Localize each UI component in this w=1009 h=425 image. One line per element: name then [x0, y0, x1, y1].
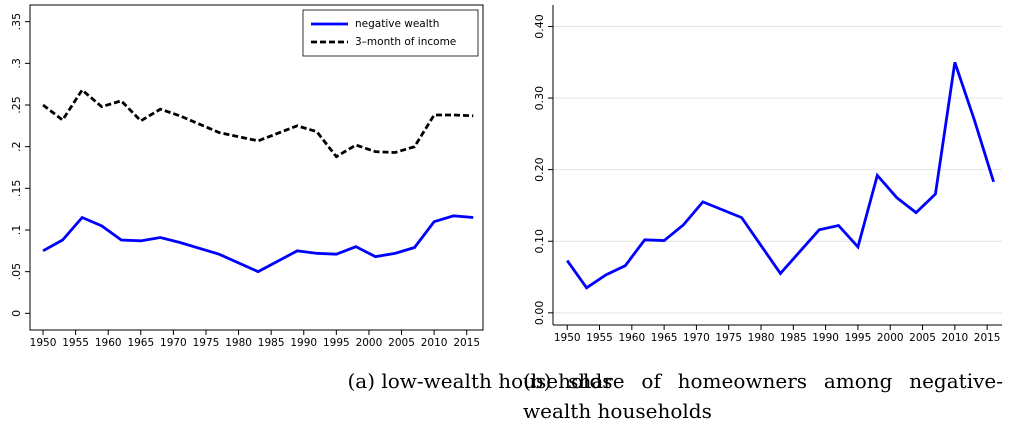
y-tick-label: .15 [10, 180, 23, 198]
legend-label: negative wealth [355, 18, 439, 30]
x-tick-label: 2000 [877, 332, 904, 344]
legend-box [302, 9, 479, 57]
x-tick-label: 1955 [62, 337, 89, 349]
y-tick-label: 0.40 [533, 14, 546, 38]
caption: (a) low-wealth households [347, 369, 613, 393]
x-tick-label: 1990 [812, 332, 839, 344]
x-tick-label: 1965 [127, 337, 154, 349]
legend: negative wealth 3–month of income [302, 9, 479, 57]
y-tick-label: .2 [10, 141, 23, 152]
x-tick-label: 1975 [193, 337, 220, 349]
legend-label: 3–month of income [355, 36, 456, 48]
x-tick-label: 1985 [258, 337, 285, 349]
x-tick-label: 2015 [453, 337, 480, 349]
plot-frame [29, 4, 484, 331]
x-tick-label: 1995 [845, 332, 872, 344]
x-tick-label: 1960 [618, 332, 645, 344]
caption-box: (a) low-wealth households [347, 369, 613, 393]
x-tick-label: 2005 [909, 332, 936, 344]
x-tick-label: 2010 [941, 332, 968, 344]
series-line [566, 61, 995, 290]
x-tick-label: 1990 [290, 337, 317, 349]
caption: (b) share of homeowners among negative-w… [523, 369, 1003, 423]
x-tick-label: 2015 [974, 332, 1001, 344]
y-tick-label: 0.00 [533, 301, 546, 326]
x-tick-label: 1965 [651, 332, 678, 344]
x-tick-label: 1960 [95, 337, 122, 349]
y-tick-label: .1 [10, 225, 23, 236]
x-tick-label: 1950 [30, 337, 57, 349]
x-tick-label: 1970 [683, 332, 710, 344]
y-tick-label: .3 [10, 58, 23, 68]
y-tick-label: 0.10 [533, 229, 546, 254]
caption-box: (b) share of homeowners among negative-w… [523, 369, 1003, 423]
y-tick-label: 0.30 [533, 86, 546, 111]
x-tick-label: 1970 [160, 337, 187, 349]
x-tick-label: 1985 [780, 332, 807, 344]
series-line [42, 87, 474, 159]
x-tick-label: 1980 [225, 337, 252, 349]
x-tick-label: 1995 [323, 337, 350, 349]
y-tick-label: 0 [10, 310, 23, 317]
x-tick-label: 2005 [388, 337, 415, 349]
x-tick-label: 1975 [715, 332, 742, 344]
x-tick-label: 2010 [421, 337, 448, 349]
x-tick-label: 1950 [554, 332, 581, 344]
series-line [42, 214, 474, 274]
y-tick-label: .05 [10, 263, 23, 281]
x-tick-label: 2000 [356, 337, 383, 349]
y-tick-label: .25 [10, 96, 23, 114]
y-tick-label: 0.20 [533, 157, 546, 182]
x-tick-label: 1955 [586, 332, 613, 344]
y-tick-label: .35 [10, 13, 23, 31]
x-tick-label: 1980 [748, 332, 775, 344]
